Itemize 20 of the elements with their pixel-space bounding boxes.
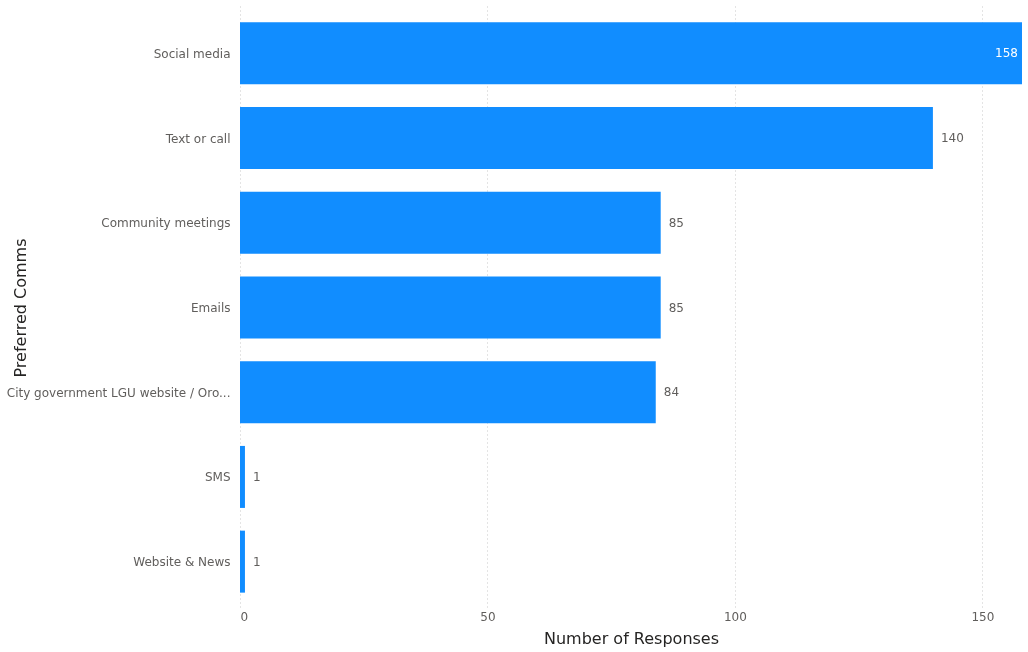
data-label: 140	[940, 131, 964, 146]
data-label: 85	[668, 300, 684, 315]
y-tick-label: Emails	[190, 301, 231, 315]
y-tick-label: City government LGU website / Oro...	[6, 385, 231, 400]
data-label: 1	[252, 469, 261, 484]
y-tick-label: Website & News	[133, 555, 231, 570]
x-tick-label: 100	[723, 609, 747, 624]
y-axis-title: Preferred Comms	[10, 238, 30, 378]
data-label: 158	[995, 46, 1018, 61]
x-tick-label: 50	[480, 609, 496, 624]
data-label: 85	[668, 215, 684, 230]
x-axis-title: Number of Responses	[543, 628, 720, 648]
y-tick-label: SMS	[204, 470, 231, 485]
x-tick-label: 150	[971, 609, 995, 624]
y-tick-label: Text or call	[164, 131, 231, 146]
y-tick-label: Social media	[153, 46, 231, 61]
data-label: 84	[663, 385, 680, 400]
x-tick-label: 0	[240, 609, 249, 624]
y-tick-label: Community meetings	[101, 216, 231, 231]
data-label: 1	[252, 554, 261, 569]
